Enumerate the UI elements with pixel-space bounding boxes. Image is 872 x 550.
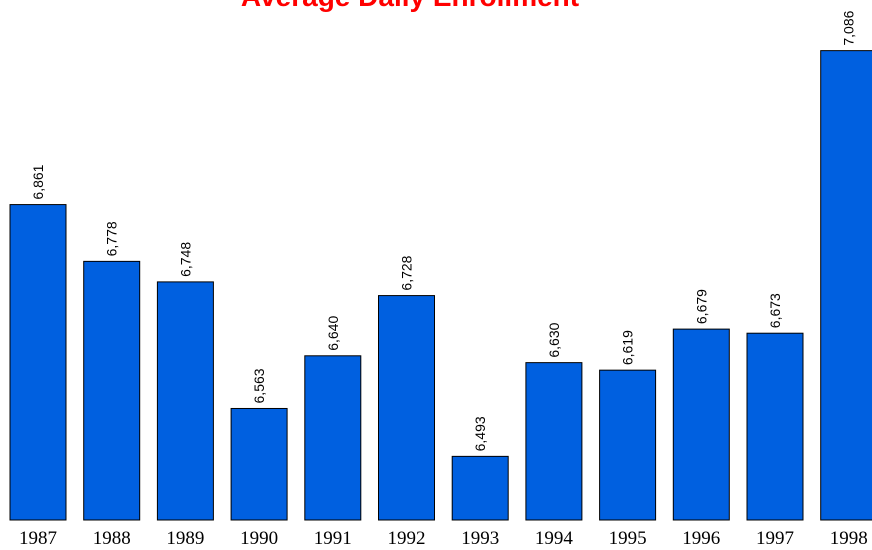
value-label: 6,861 (30, 164, 46, 199)
x-tick-label: 1992 (388, 528, 426, 549)
bar (451, 455, 509, 521)
bar (378, 295, 435, 521)
value-label: 6,640 (325, 316, 341, 351)
value-label: 7,086 (841, 10, 857, 45)
value-label: 6,728 (399, 255, 415, 290)
value-label: 6,778 (104, 221, 120, 256)
bar (672, 328, 730, 521)
bar (83, 260, 141, 521)
x-tick-label: 1995 (609, 528, 647, 549)
x-tick-label: 1993 (461, 528, 499, 549)
x-tick-label: 1987 (19, 528, 57, 549)
bar (525, 362, 583, 521)
x-tick-label: 1997 (756, 528, 794, 549)
value-label: 6,493 (472, 416, 488, 451)
x-tick-label: 1989 (166, 528, 204, 549)
value-label: 6,748 (177, 242, 193, 277)
x-tick-label: 1998 (830, 528, 868, 549)
value-label: 6,563 (251, 368, 267, 403)
bar (304, 355, 362, 521)
x-tick-label: 1990 (240, 528, 278, 549)
bar (9, 204, 67, 521)
value-label: 6,673 (767, 293, 783, 328)
x-tick-label: 1994 (535, 528, 574, 549)
x-tick-label: 1991 (314, 528, 352, 549)
value-label: 6,630 (546, 322, 562, 357)
x-tick-label: 1988 (93, 528, 131, 549)
value-label: 6,619 (620, 330, 636, 365)
x-tick-label: 1996 (682, 528, 720, 549)
bar (820, 50, 872, 521)
bar (156, 281, 214, 521)
bar (599, 369, 657, 521)
value-label: 6,679 (693, 289, 709, 324)
chart-title: Average Daily Enrollment (241, 0, 579, 12)
bar (746, 332, 804, 521)
bar (230, 407, 288, 521)
